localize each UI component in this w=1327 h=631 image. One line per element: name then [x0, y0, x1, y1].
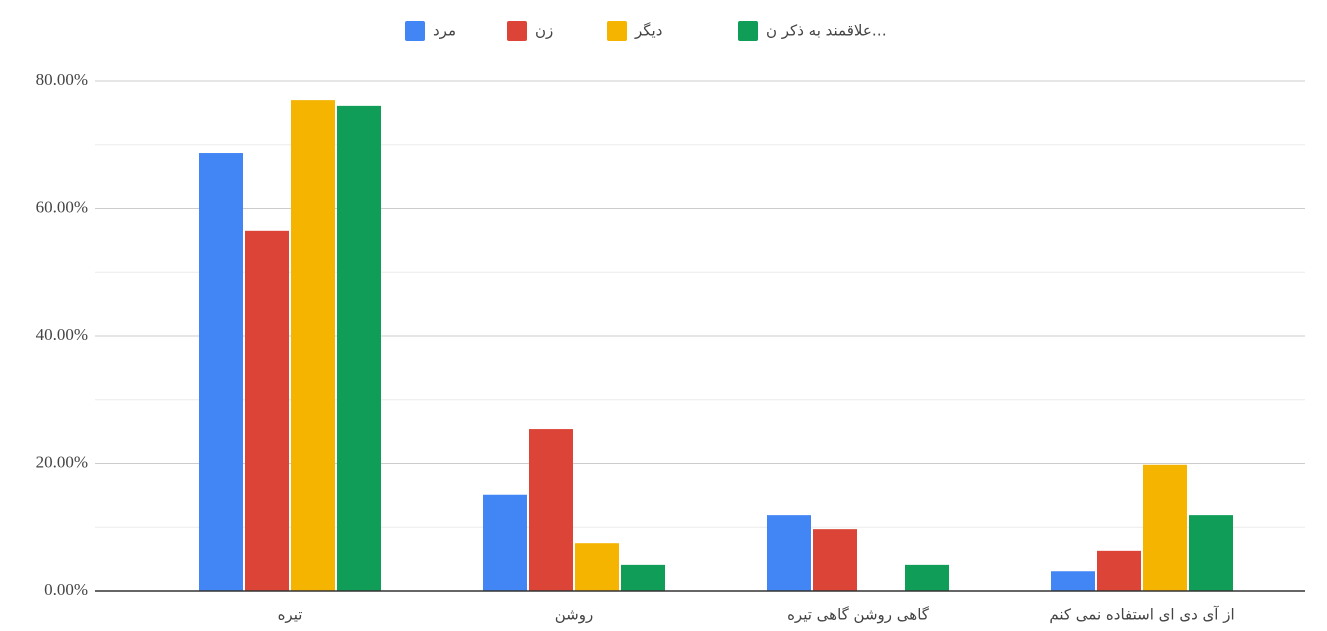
y-tick-label: 0.00% — [44, 580, 88, 599]
x-tick-label: تیره — [278, 606, 303, 624]
bar — [905, 564, 949, 591]
legend-label: مرد — [433, 22, 456, 40]
bar — [245, 230, 289, 591]
legend-swatch — [738, 21, 758, 41]
y-tick-label: 80.00% — [36, 70, 88, 89]
x-tick-label: روشن — [555, 606, 593, 624]
y-tick-label: 20.00% — [36, 452, 88, 471]
legend-label: علاقمند به ذکر ن… — [766, 22, 887, 40]
bar — [1097, 550, 1141, 591]
bar — [337, 105, 381, 592]
bar — [621, 564, 665, 591]
x-tick-label: گاهی روشن گاهی تیره — [787, 606, 930, 624]
legend-swatch — [607, 21, 627, 41]
legend-swatch — [405, 21, 425, 41]
bar — [575, 543, 619, 591]
legend-label: زن — [535, 22, 553, 40]
bar — [199, 153, 243, 591]
bar — [483, 494, 527, 591]
bar — [767, 515, 811, 591]
x-tick-label: از آی دی ای استفاده نمی کنم — [1049, 606, 1234, 624]
legend-label: دیگر — [634, 22, 662, 40]
y-tick-label: 60.00% — [36, 197, 88, 216]
bar — [1051, 571, 1095, 591]
y-tick-label: 40.00% — [36, 325, 88, 344]
legend-swatch — [507, 21, 527, 41]
bar — [813, 529, 857, 591]
bar — [291, 100, 335, 591]
bar — [1143, 464, 1187, 591]
bar — [1189, 515, 1233, 591]
bar — [529, 429, 573, 591]
